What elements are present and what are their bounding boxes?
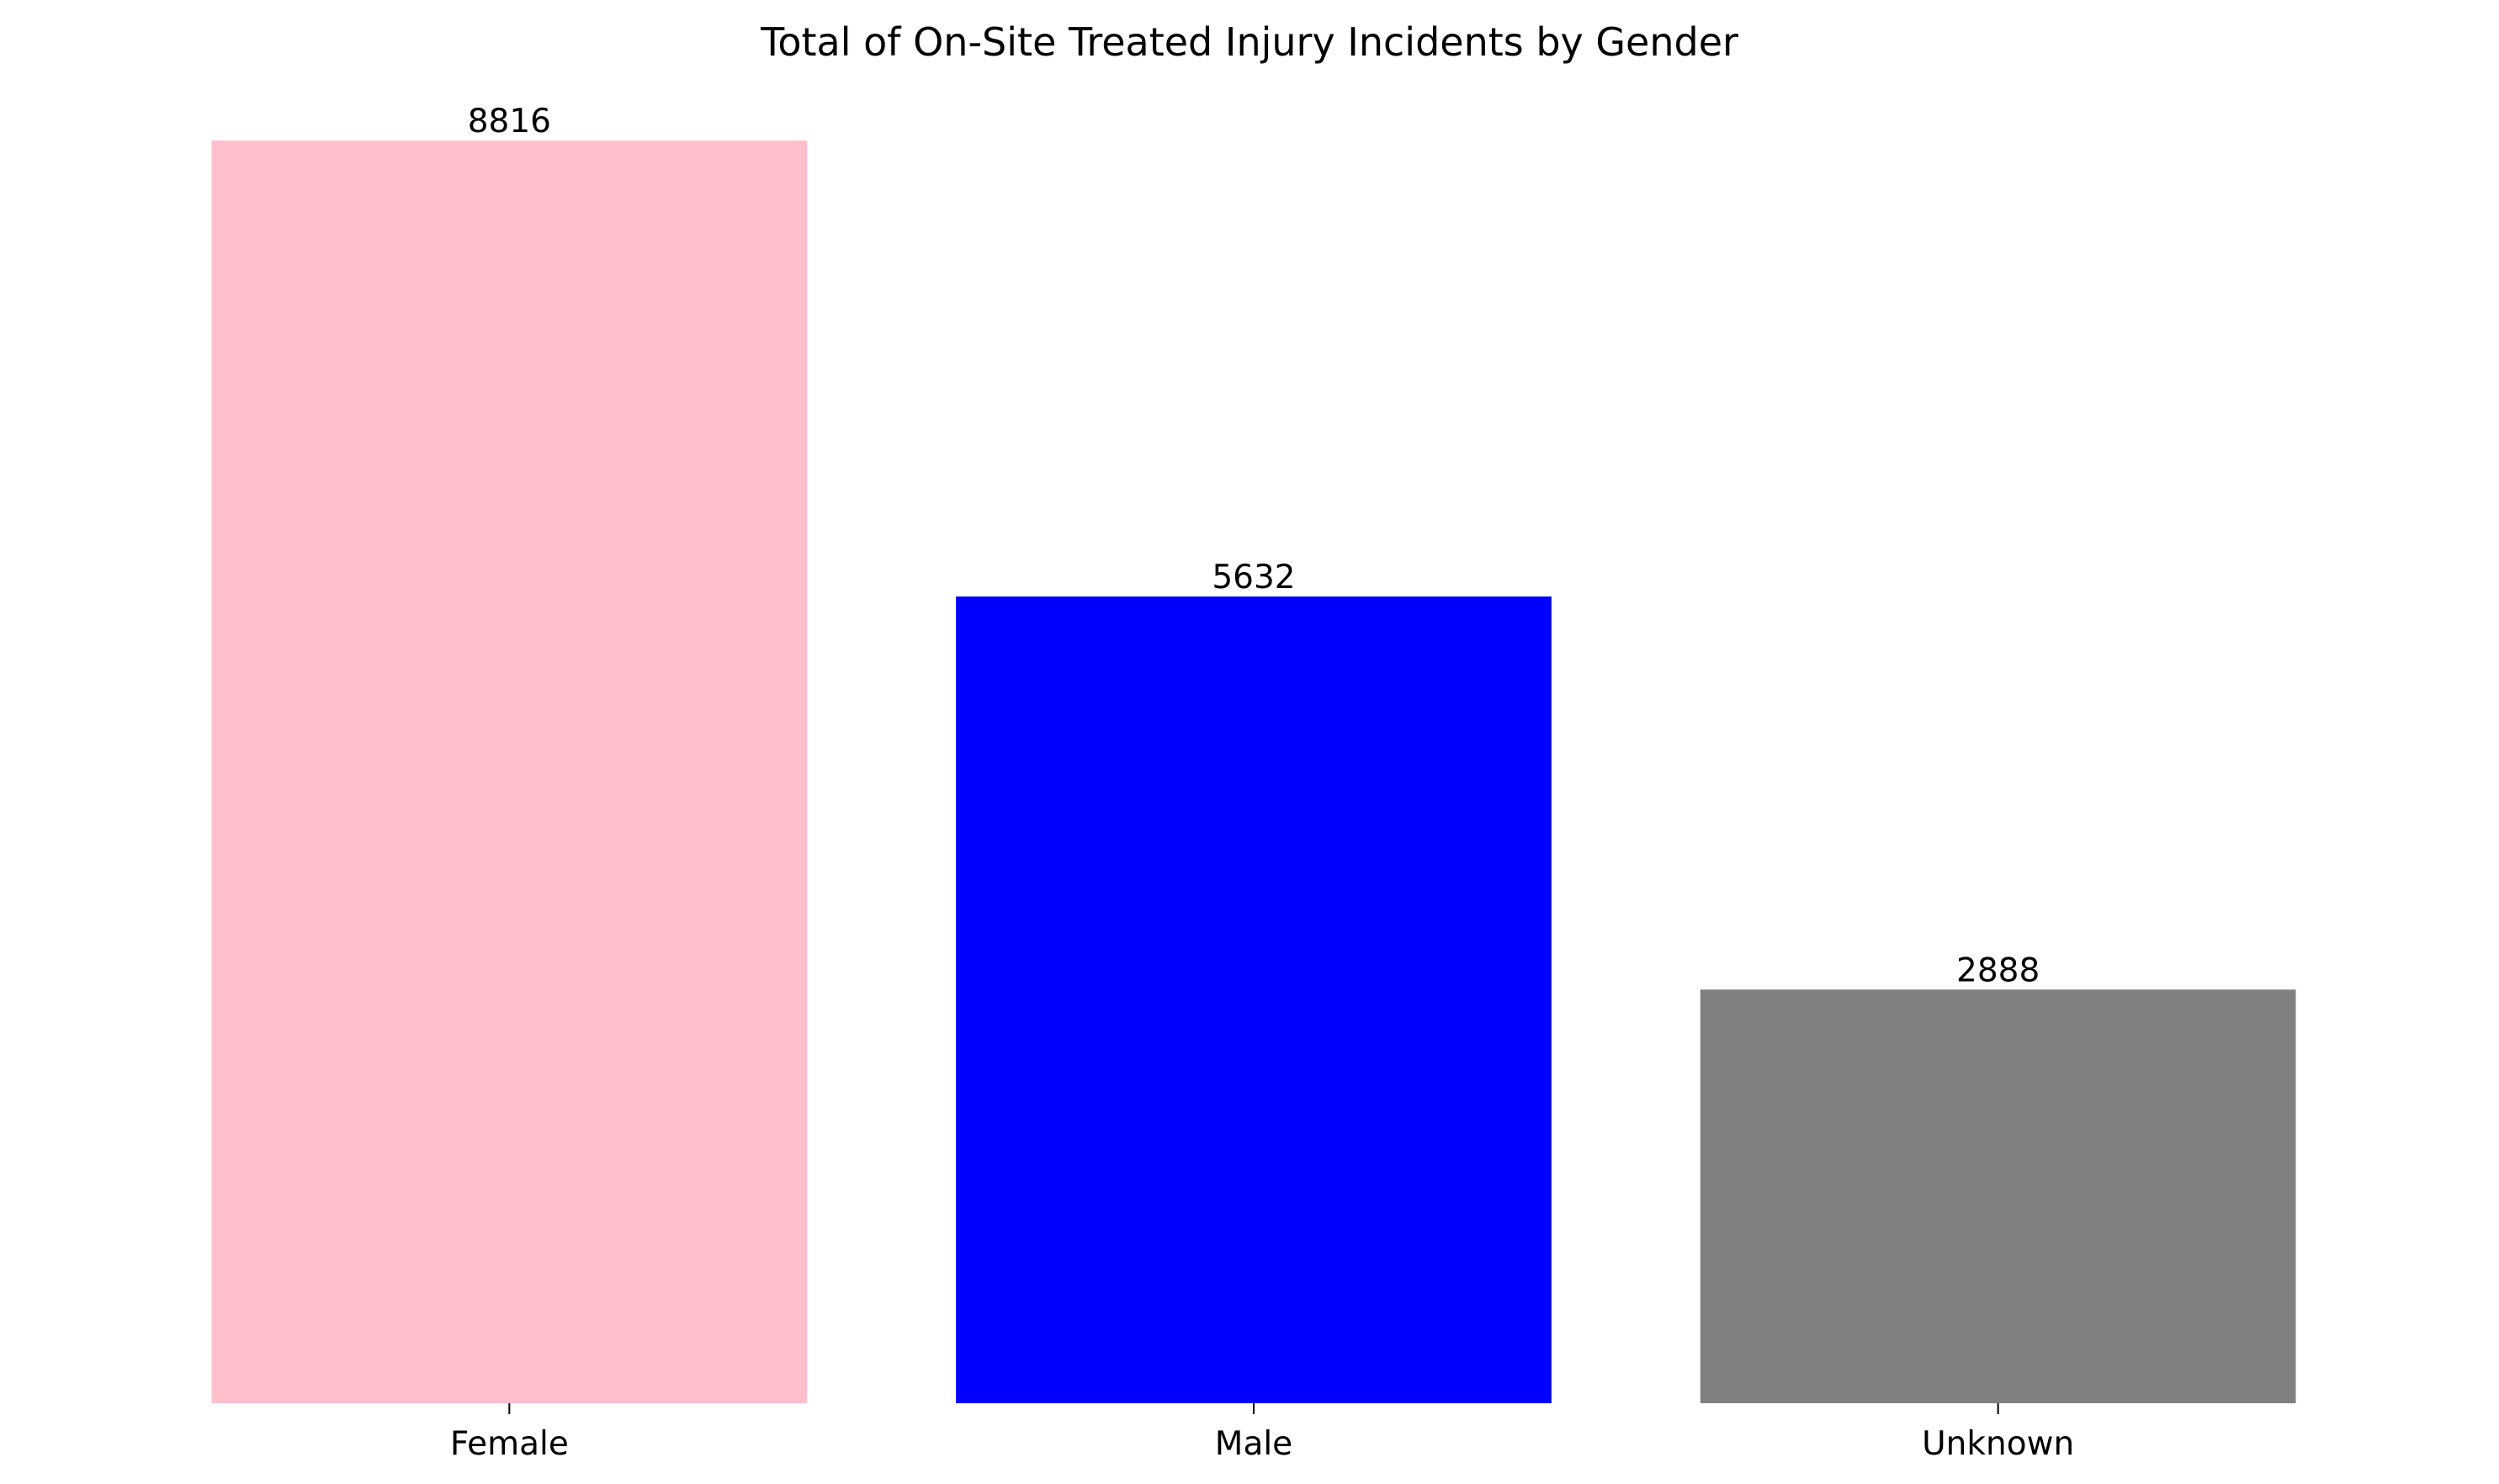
bar-female — [211, 140, 808, 1403]
x-tick-label-female: Female — [450, 1425, 569, 1463]
data-label-unknown: 2888 — [1956, 951, 2040, 989]
chart-title: Total of On-Site Treated Injury Incident… — [760, 19, 1738, 65]
data-label-male: 5632 — [1212, 559, 1295, 596]
x-axis: Female Male Unknown — [450, 1403, 2074, 1463]
bar-male — [956, 596, 1552, 1403]
bars-layer — [211, 140, 2296, 1403]
data-labels-layer: 8816 5632 2888 — [468, 103, 2040, 989]
data-label-female: 8816 — [468, 103, 551, 140]
bar-unknown — [1700, 989, 2296, 1403]
x-tick-label-male: Male — [1215, 1425, 1292, 1463]
x-tick-label-unknown: Unknown — [1922, 1425, 2074, 1463]
